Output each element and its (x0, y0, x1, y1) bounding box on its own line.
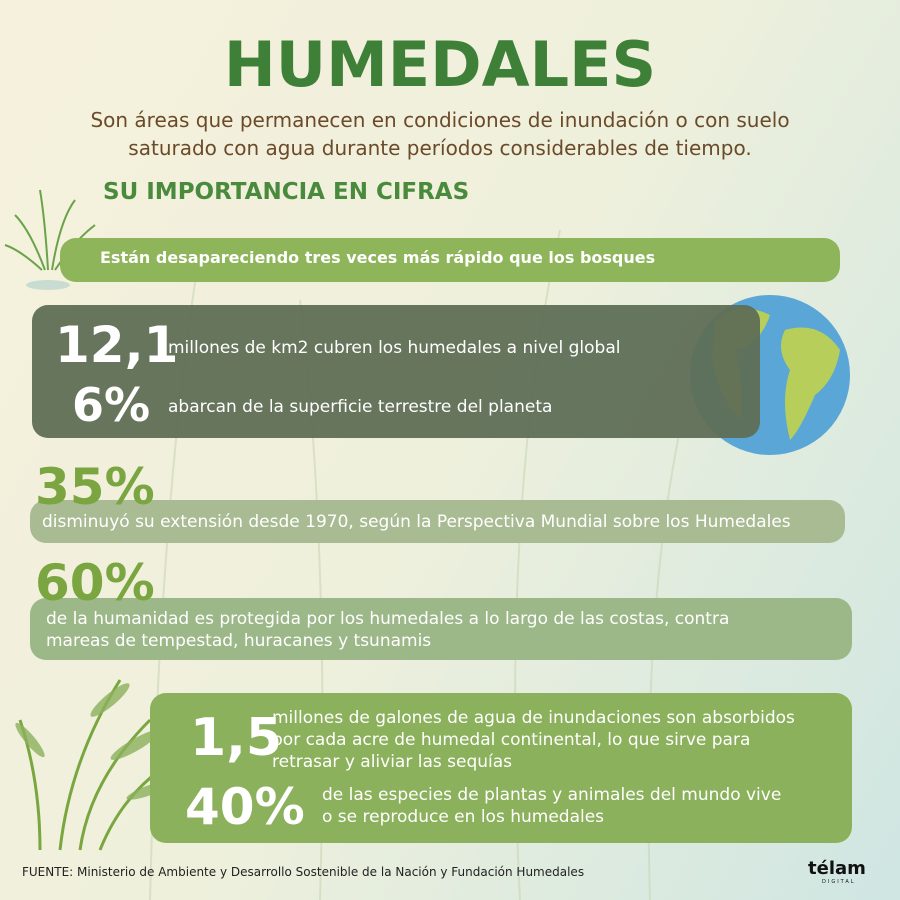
stat-text: millones de km2 cubren los humedales a n… (168, 338, 621, 358)
subtitle-line: Son áreas que permanecen en condiciones … (90, 108, 790, 132)
stat-figure: 6% (72, 378, 151, 432)
stat-figure: 1,5 (190, 708, 283, 768)
stat-text: retrasar y aliviar las sequías (272, 752, 513, 772)
stat-text: abarcan de la superficie terrestre del p… (168, 397, 553, 417)
stat-text: de la humanidad es protegida por los hum… (46, 609, 730, 629)
stat-text: millones de galones de agua de inundacio… (272, 708, 795, 728)
stat-box (150, 693, 852, 843)
banner-text: Están desapareciendo tres veces más rápi… (100, 248, 656, 267)
source: FUENTE: Ministerio de Ambiente y Desarro… (22, 865, 585, 879)
banner-box (60, 238, 840, 282)
stat-figure: 40% (185, 778, 305, 836)
stat-figure: 12,1 (55, 316, 179, 374)
stat-text: disminuyó su extensión desde 1970, según… (42, 512, 791, 532)
title: HUMEDALES (223, 28, 657, 101)
section-heading: SU IMPORTANCIA EN CIFRAS (103, 179, 470, 205)
stat-figure: 60% (35, 554, 155, 612)
logo-sub: DIGITAL (822, 879, 856, 885)
subtitle-line: saturado con agua durante períodos consi… (128, 136, 752, 160)
stat-box (32, 305, 760, 438)
stat-text: de las especies de plantas y animales de… (322, 785, 782, 805)
stat-figure: 35% (35, 458, 155, 516)
subtitle: Son áreas que permanecen en condiciones … (0, 106, 880, 162)
stat-text: mareas de tempestad, huracanes y tsunami… (46, 631, 432, 651)
stat-text: o se reproduce en los humedales (322, 807, 605, 827)
logo: télam (808, 858, 866, 879)
stat-box (30, 500, 845, 543)
stat-box (30, 598, 852, 660)
stat-text: por cada acre de humedal continental, lo… (272, 730, 751, 750)
